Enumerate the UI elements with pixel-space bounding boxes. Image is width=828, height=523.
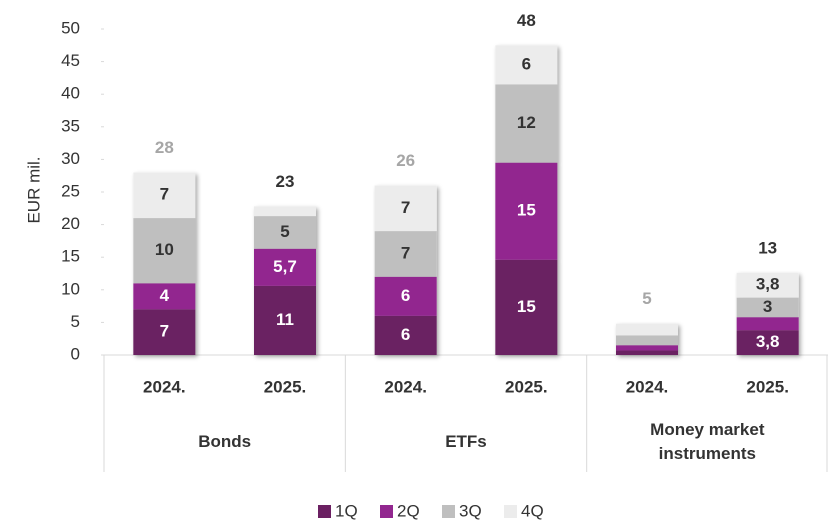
bar-segment — [254, 216, 316, 249]
bar-segment — [736, 330, 799, 355]
y-tick-label: 30 — [61, 149, 80, 168]
bar-segment — [133, 309, 196, 355]
bar-segment — [254, 285, 316, 355]
y-tick-label: 50 — [61, 18, 80, 37]
bar-segment — [254, 248, 316, 286]
bar-segment — [374, 185, 437, 232]
x-tick-label: 2024. — [143, 377, 186, 396]
data-label: 6 — [401, 286, 410, 305]
group-label: Bonds — [198, 432, 252, 451]
bar-segment — [133, 218, 196, 284]
y-tick-label: 40 — [61, 84, 80, 103]
bar-segment — [736, 317, 799, 331]
data-label: 3 — [763, 297, 772, 316]
x-tick-label: 2025. — [505, 377, 548, 396]
data-label: 15 — [517, 201, 536, 220]
x-tick-label: 2025. — [264, 377, 307, 396]
data-label: 11 — [276, 310, 294, 329]
stack — [374, 185, 437, 355]
bar-segment — [495, 259, 558, 355]
data-label: 7 — [401, 198, 410, 217]
bar-segment — [616, 323, 678, 336]
y-tick-label: 25 — [61, 181, 80, 200]
group-label: Money market instruments — [650, 420, 765, 463]
data-label: 3,8 — [756, 332, 780, 351]
group-label-box: ETFs — [445, 432, 487, 451]
legend-swatch — [318, 505, 331, 518]
y-tick-label: 45 — [61, 51, 80, 70]
bar-segment — [616, 345, 678, 351]
y-tick-label: 0 — [71, 344, 80, 363]
data-label: 12 — [517, 113, 536, 132]
data-label: 7 — [401, 243, 410, 262]
stack — [495, 45, 558, 355]
total-label: 28 — [155, 138, 174, 157]
legend-swatch — [504, 505, 517, 518]
bar-segment — [616, 350, 678, 355]
total-label: 23 — [276, 172, 295, 191]
data-label: 6 — [401, 325, 410, 344]
total-label: 5 — [642, 289, 651, 308]
x-tick-label: 2024. — [626, 377, 669, 396]
data-label: 7 — [160, 185, 169, 204]
x-tick-label: 2025. — [746, 377, 789, 396]
bar-segment — [374, 315, 437, 355]
data-label: 6 — [522, 54, 531, 73]
y-tick-label: 5 — [71, 312, 80, 331]
y-axis-title: EUR mil. — [24, 156, 43, 223]
group-label-box: Money market instruments — [650, 420, 765, 463]
bar-segment — [374, 276, 437, 316]
y-tick-label: 10 — [61, 279, 80, 298]
y-tick-label: 15 — [61, 247, 80, 266]
y-tick-label: 35 — [61, 116, 80, 135]
bar-segment — [374, 231, 437, 277]
bar-segment — [495, 84, 558, 163]
group-label: ETFs — [445, 432, 487, 451]
legend-label: 2Q — [397, 501, 420, 520]
legend-label: 3Q — [459, 501, 482, 520]
bar-segment — [495, 162, 558, 260]
legend-swatch — [380, 505, 393, 518]
data-label: 10 — [155, 240, 174, 259]
data-label: 7 — [160, 322, 169, 341]
legend-label: 4Q — [521, 501, 544, 520]
stack — [254, 206, 316, 355]
total-label: 48 — [517, 11, 536, 30]
stack — [736, 272, 799, 355]
bar-segment — [736, 297, 799, 318]
stack — [133, 172, 196, 355]
legend-swatch — [442, 505, 455, 518]
data-label: 15 — [517, 297, 536, 316]
total-label: 26 — [396, 151, 415, 170]
bar-segment — [133, 172, 196, 219]
y-tick-label: 20 — [61, 214, 80, 233]
bar-segment — [133, 283, 196, 310]
bar-segment — [736, 272, 799, 298]
data-label: 5 — [280, 222, 289, 241]
legend-label: 1Q — [335, 501, 358, 520]
x-tick-label: 2024. — [384, 377, 427, 396]
bar-segment — [254, 206, 316, 217]
total-label: 13 — [758, 238, 777, 257]
data-label: 4 — [160, 286, 170, 305]
data-label: 5,7 — [273, 257, 297, 276]
data-label: 3,8 — [756, 275, 780, 294]
bar-segment — [616, 335, 678, 346]
stack — [616, 323, 678, 355]
group-label-box: Bonds — [198, 432, 252, 451]
bar-segment — [495, 45, 558, 85]
